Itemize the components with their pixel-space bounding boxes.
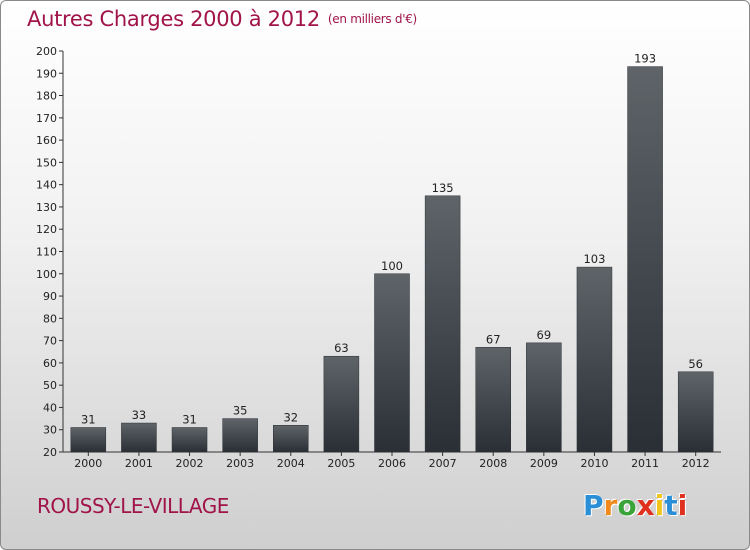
chart-title: Autres Charges 2000 à 2012 (en milliers d… xyxy=(27,7,417,31)
y-tick-label: 20 xyxy=(43,446,57,459)
bar-2011 xyxy=(627,66,663,453)
x-tick-label-2011: 2011 xyxy=(631,457,659,470)
value-label-2002: 31 xyxy=(182,412,197,426)
value-label-2010: 103 xyxy=(583,252,605,266)
y-tick-label: 200 xyxy=(36,45,57,58)
proxiti-logo: Proxiti xyxy=(583,489,688,522)
y-tick-label: 50 xyxy=(43,379,57,392)
bar-2005 xyxy=(323,355,360,453)
y-tick-label: 180 xyxy=(36,90,57,103)
x-tick-label-2006: 2006 xyxy=(378,457,406,470)
x-tick-label-2000: 2000 xyxy=(74,457,102,470)
x-tick-label-2009: 2009 xyxy=(530,457,558,470)
x-tick-label-2007: 2007 xyxy=(429,457,457,470)
x-tick-label-2005: 2005 xyxy=(327,457,355,470)
value-label-2005: 63 xyxy=(334,341,349,355)
bar-2009 xyxy=(526,342,562,453)
y-tick-label: 130 xyxy=(36,201,57,214)
value-label-2000: 31 xyxy=(81,412,96,426)
bar-2003 xyxy=(222,418,258,453)
bar-2007 xyxy=(424,195,461,453)
x-tick-label-2008: 2008 xyxy=(479,457,507,470)
value-label-2007: 135 xyxy=(432,181,454,195)
y-tick-label: 70 xyxy=(43,335,57,348)
value-label-2008: 67 xyxy=(486,332,501,346)
y-tick-label: 140 xyxy=(36,179,57,192)
y-tick-label: 30 xyxy=(43,424,57,437)
x-tick-label-2010: 2010 xyxy=(580,457,608,470)
y-tick-label: 80 xyxy=(43,312,57,325)
y-tick-label: 150 xyxy=(36,156,57,169)
value-label-2004: 32 xyxy=(283,410,298,424)
bar-2000 xyxy=(70,427,107,453)
value-label-2012: 56 xyxy=(688,357,703,371)
value-label-2009: 69 xyxy=(537,328,552,342)
y-tick-label: 110 xyxy=(36,246,57,259)
y-tick-label: 190 xyxy=(36,67,57,80)
bar-2008 xyxy=(475,347,511,453)
bar-2012 xyxy=(677,371,714,453)
bar-2006 xyxy=(374,273,410,453)
y-tick-label: 40 xyxy=(43,401,57,414)
place-name: ROUSSY-LE-VILLAGE xyxy=(37,494,229,518)
y-tick-label: 170 xyxy=(36,112,57,125)
x-tick-label-2002: 2002 xyxy=(176,457,204,470)
axes: 20 30 40 50 60 70 80 90 100 110 120 130 140 150 160 170… xyxy=(36,45,721,470)
bar-2002 xyxy=(171,427,208,453)
bar-2010 xyxy=(576,266,613,453)
x-tick-label-2001: 2001 xyxy=(125,457,153,470)
value-label-2006: 100 xyxy=(381,259,403,273)
y-tick-label: 100 xyxy=(36,268,57,281)
y-tick-label: 160 xyxy=(36,134,57,147)
y-tick-label: 60 xyxy=(43,357,57,370)
x-tick-label-2004: 2004 xyxy=(277,457,305,470)
bars: 31 33 31 35 32 63 100 135 67 69 103 193 56 xyxy=(70,52,714,453)
y-tick-label: 90 xyxy=(43,290,57,303)
y-tick-label: 120 xyxy=(36,223,57,236)
bar-2004 xyxy=(273,425,309,453)
value-label-2001: 33 xyxy=(132,408,147,422)
bar-2001 xyxy=(121,422,157,453)
value-label-2011: 193 xyxy=(634,52,656,66)
value-label-2003: 35 xyxy=(233,404,248,418)
x-tick-label-2003: 2003 xyxy=(226,457,254,470)
chart-unit: (en milliers d'€) xyxy=(327,12,417,26)
chart-title-text: Autres Charges 2000 à 2012 xyxy=(27,7,320,31)
x-tick-label-2012: 2012 xyxy=(682,457,710,470)
